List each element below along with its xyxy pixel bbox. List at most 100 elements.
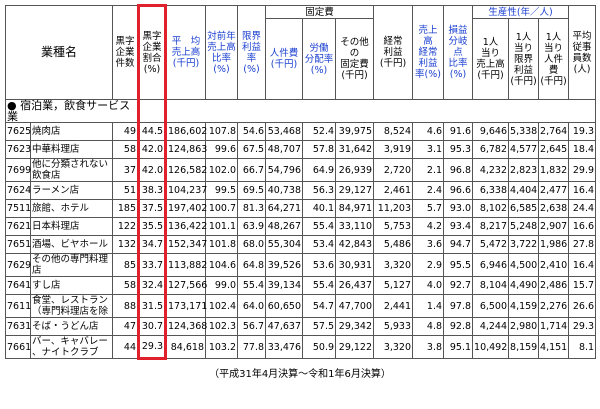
cell-value: 4,500 <box>508 253 540 277</box>
cell-value: 4,490 <box>508 276 540 295</box>
cell-value: 44.5 <box>137 122 168 141</box>
cell-value: 48,267 <box>265 217 304 236</box>
table-row: 7641 すし店 58 32.4 127,566 99.0 55.4 39,134 55.4 26… <box>5 276 597 295</box>
data-table: 業種名 黒字 企業 件数 黒字 企業 割合 (%) 平 均 売上高 (千円) 対… <box>4 4 597 360</box>
cell-value: 2,764 <box>538 122 570 141</box>
header-cell: 損益 分岐点 比率 (%) <box>443 5 474 100</box>
table-row: 7621 日本料理店 122 35.5 136,422 101.1 63.9 48,267 55… <box>5 217 597 236</box>
cell-value: 29.9 <box>568 158 597 182</box>
cell-value: 185 <box>112 199 140 218</box>
cell-value: 55.4 <box>302 217 337 236</box>
cell-value: 5,753 <box>373 217 414 236</box>
cell-value: 8,104 <box>472 276 510 295</box>
cell-value: 2,645 <box>538 140 570 159</box>
cell-value: 15.7 <box>568 276 597 295</box>
cell-value: 4.8 <box>412 317 445 336</box>
cell-value: 40,738 <box>265 181 304 200</box>
cell-value: 2,720 <box>373 158 414 182</box>
cell-value: 4.0 <box>412 276 445 295</box>
cell-value: 48,707 <box>265 140 304 159</box>
cell-value: 2.4 <box>412 181 445 200</box>
cell-value: 30,931 <box>335 253 375 277</box>
cell-value: 94.7 <box>443 235 474 254</box>
header-cell: 固定費 <box>265 5 375 19</box>
industry-code: 7621 <box>5 217 31 236</box>
table-row: 7651 酒場、ビヤホール 132 34.7 152,347 101.8 68.0 55,30… <box>5 235 597 254</box>
cell-value: 37.5 <box>137 199 168 218</box>
cell-value: 6,946 <box>472 253 510 277</box>
cell-value: 47 <box>112 317 140 336</box>
cell-value: 53.6 <box>302 253 337 277</box>
cell-value: 29,342 <box>335 317 375 336</box>
header-cell: その他 の 固定費 (千円) <box>335 18 375 100</box>
table-row: 7623 中華料理店 58 42.0 124,863 99.6 67.5 48,707 57.8… <box>5 140 597 159</box>
cell-value: 2,276 <box>538 294 570 318</box>
cell-value: 29,127 <box>335 181 375 200</box>
industry-name: そば・うどん店 <box>29 317 114 336</box>
cell-value: 50.9 <box>302 335 337 359</box>
cell-value: 1.4 <box>412 294 445 318</box>
cell-value: 2,823 <box>508 158 540 182</box>
cell-value: 19.3 <box>568 122 597 141</box>
cell-value: 124,863 <box>165 140 207 159</box>
industry-code: 7623 <box>5 140 31 159</box>
cell-value: 30.7 <box>137 317 168 336</box>
industry-code: 7625 <box>5 122 31 141</box>
cell-value: 54,796 <box>265 158 304 182</box>
cell-value: 29.3 <box>568 317 597 336</box>
cell-value: 2,980 <box>508 317 540 336</box>
header-cell: 対前年 売上高 比率 (%) <box>205 5 239 100</box>
cell-value: 38.3 <box>137 181 168 200</box>
industry-name: その他の専門料理 店 <box>29 253 114 277</box>
cell-value: 29.3 <box>137 335 168 360</box>
table-row: 7624 ラーメン店 51 38.3 104,237 99.5 69.5 40,738 56.3… <box>5 181 597 200</box>
cell-value: 58 <box>112 276 140 295</box>
cell-value: 3,320 <box>373 253 414 277</box>
cell-value: 99.6 <box>205 140 239 159</box>
cell-value: 11,203 <box>373 199 414 218</box>
cell-value: 97.8 <box>443 294 474 318</box>
cell-value: 18.4 <box>568 140 597 159</box>
cell-value: 47,637 <box>265 317 304 336</box>
cell-value: 35.5 <box>137 217 168 236</box>
header-cell: 1人 当り 売上高 (千円) <box>472 18 510 100</box>
cell-value: 69.5 <box>237 181 267 200</box>
cell-value: 102.0 <box>205 158 239 182</box>
cell-value: 39,975 <box>335 122 375 141</box>
cell-value: 186,602 <box>165 122 207 141</box>
industry-code: 7629 <box>5 253 31 277</box>
cell-value: 58 <box>112 140 140 159</box>
header-cell: 人件費 (千円) <box>265 18 304 100</box>
cell-value: 26,437 <box>335 276 375 295</box>
cell-value: 5,127 <box>373 276 414 295</box>
cell-value: 32.4 <box>137 276 168 295</box>
industry-name: 焼肉店 <box>29 122 114 141</box>
cell-value: 127,566 <box>165 276 207 295</box>
cell-value: 4,404 <box>508 181 540 200</box>
cell-value: 99.0 <box>205 276 239 295</box>
cell-value: 16.6 <box>568 217 597 236</box>
cell-value: 42,843 <box>335 235 375 254</box>
cell-value: 64.9 <box>302 158 337 182</box>
header-cell: 黒字 企業 割合 (%) <box>137 4 168 100</box>
cell-value: 3.1 <box>412 140 445 159</box>
cell-value: 8,159 <box>508 335 540 359</box>
cell-value: 93.4 <box>443 217 474 236</box>
cell-value: 81.3 <box>237 199 267 218</box>
table-row: 7611 食堂、レストラン （専門料理店を除 88 31.5 173,171 102.4 6… <box>5 294 597 318</box>
cell-value: 56.3 <box>302 181 337 200</box>
cell-value: 3.8 <box>412 335 445 359</box>
cell-value: 39,526 <box>265 253 304 277</box>
cell-value: 1,832 <box>538 158 570 182</box>
cell-value: 132 <box>112 235 140 254</box>
cell-value: 104,237 <box>165 181 207 200</box>
cell-value: 5.7 <box>412 199 445 218</box>
header-cell: 経常 利益 (千円) <box>373 5 414 100</box>
cell-value: 1,986 <box>538 235 570 254</box>
industry-code: 7661 <box>5 335 31 359</box>
industry-name: 酒場、ビヤホール <box>29 235 114 254</box>
cell-value: 2,441 <box>373 294 414 318</box>
cell-value: 2,638 <box>538 199 570 218</box>
cell-value: 4,232 <box>472 158 510 182</box>
cell-value: 4,159 <box>508 294 540 318</box>
